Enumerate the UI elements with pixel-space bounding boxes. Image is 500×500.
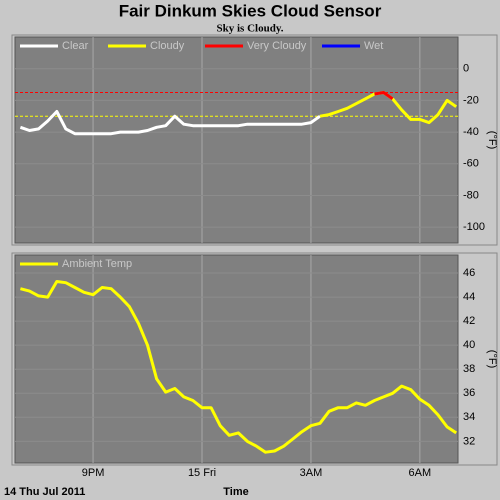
legend-label: Wet (364, 40, 383, 52)
x-tick-label: 3AM (300, 467, 323, 479)
x-tick-label: 15 Fri (188, 467, 216, 479)
chart-subtitle: Sky is Cloudy. (217, 23, 284, 35)
plot-area (14, 36, 459, 244)
y-tick-label: -60 (463, 158, 479, 170)
y-tick-label: -20 (463, 94, 479, 106)
y-tick-label: 32 (463, 435, 475, 447)
plot-area (14, 254, 459, 464)
legend-label: Very Cloudy (247, 40, 307, 52)
x-tick-label: 9PM (82, 467, 105, 479)
legend-label: Clear (62, 40, 89, 52)
y-tick-label: 0 (463, 63, 469, 75)
y-tick-label: 42 (463, 315, 475, 327)
series-line (20, 280, 458, 454)
x-axis-label: Time (223, 486, 248, 498)
legend-label: Ambient Temp (62, 258, 132, 270)
series-line (374, 91, 394, 101)
series-line (19, 110, 321, 136)
y-tick-label: -100 (463, 221, 485, 233)
x-tick-label: 6AM (409, 467, 432, 479)
y-tick-label: 40 (463, 339, 475, 351)
y-tick-label: 46 (463, 267, 475, 279)
panel-frame (11, 34, 498, 246)
y-tick-label: 36 (463, 387, 475, 399)
y-tick-label: -40 (463, 126, 479, 138)
legend-label: Cloudy (150, 40, 185, 52)
y-axis-label: (°F) (486, 131, 498, 149)
panel-frame (11, 252, 498, 466)
y-tick-label: -80 (463, 189, 479, 201)
date-label: 14 Thu Jul 2011 (4, 486, 85, 498)
y-tick-label: 44 (463, 291, 475, 303)
y-tick-label: 34 (463, 411, 475, 423)
y-tick-label: 38 (463, 363, 475, 375)
y-axis-label: (°F) (486, 350, 498, 368)
chart-title: Fair Dinkum Skies Cloud Sensor (119, 1, 382, 20)
